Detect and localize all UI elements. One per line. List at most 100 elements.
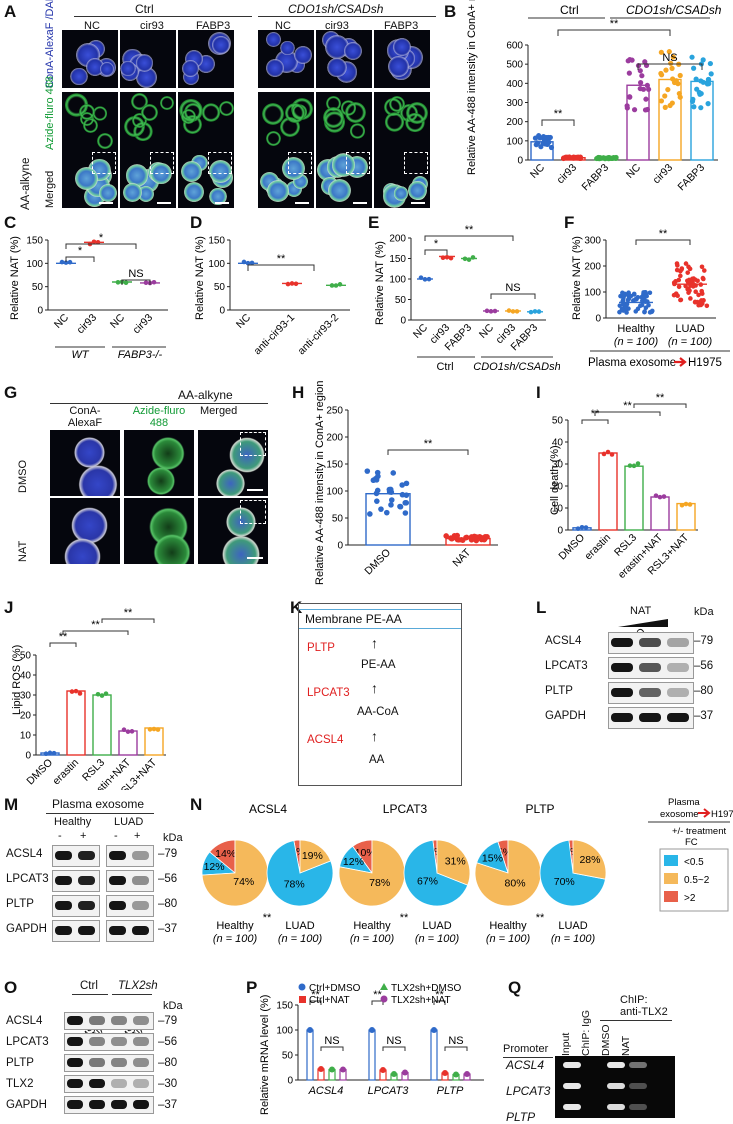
x-tick-label: anti-cir93-2: [295, 312, 341, 358]
bar: [676, 502, 696, 531]
data-point: [426, 276, 432, 282]
data-point: [671, 79, 678, 86]
data-point: [631, 292, 637, 297]
target-label: H1975: [688, 357, 722, 369]
blot-band: [611, 688, 633, 697]
data-point: [318, 1066, 324, 1072]
data-point: [391, 1071, 397, 1077]
pie-category: LUAD: [285, 920, 314, 932]
data-point: [692, 277, 698, 282]
sig-label: *: [78, 245, 83, 257]
y-tick-label: 0: [287, 1076, 293, 1087]
data-point: [665, 86, 671, 93]
blot-strip: [52, 845, 100, 867]
blot-row-label: GAPDH: [6, 1099, 47, 1111]
y-tick-label: 150: [389, 254, 406, 265]
blot-band: [611, 713, 633, 722]
data-point: [693, 76, 699, 82]
panel-b-letter: B: [444, 2, 457, 21]
blot-band: [67, 1037, 83, 1046]
pie-label: 12%: [204, 861, 225, 873]
data-point: [639, 73, 645, 79]
bar: [624, 465, 644, 531]
blot-band: [639, 713, 661, 722]
blot-band: [67, 1016, 83, 1025]
sig-bracket: [65, 256, 95, 262]
scale-bar: [353, 202, 367, 204]
gel-lane-label: NAT: [620, 1035, 632, 1056]
data-point: [565, 154, 571, 161]
panel-k-enzyme: ACSL4: [307, 734, 344, 746]
sig-label: NS: [448, 1035, 463, 1047]
data-point: [642, 290, 648, 295]
sig-label: **: [400, 912, 409, 924]
blot-band: [111, 1100, 127, 1109]
data-point: [626, 70, 632, 76]
data-point: [625, 297, 631, 303]
data-point: [688, 296, 693, 301]
pie-slice: [474, 839, 542, 907]
blot-band: [55, 876, 72, 885]
data-point: [627, 463, 633, 468]
micrograph-image: [316, 92, 372, 150]
data-point: [333, 283, 339, 288]
y-tick-label: 300: [584, 236, 601, 247]
micrograph-image: [258, 150, 314, 208]
y-tick-label: 10: [20, 731, 32, 742]
micrograph-image: [316, 30, 372, 88]
legend-marker: [380, 983, 388, 990]
sig-bracket: [594, 411, 661, 416]
data-point: [285, 281, 291, 287]
data-point: [506, 308, 512, 313]
sig-label: **: [465, 224, 474, 236]
blot-band: [133, 1058, 149, 1067]
data-point: [388, 502, 394, 508]
sig-bracket: [541, 119, 575, 126]
blot-strip: [106, 920, 154, 942]
y-tick-label: 100: [208, 259, 225, 270]
data-point: [624, 301, 630, 307]
data-point: [708, 71, 714, 77]
data-point: [649, 308, 655, 314]
data-point: [700, 275, 706, 281]
gel-lane-label: Input: [560, 1032, 572, 1056]
panel-a-row-label: Merged: [44, 170, 56, 208]
blot-row-label: LPCAT3: [6, 1036, 49, 1048]
pie-label: 14%: [215, 848, 236, 860]
panel-i-ylabel: Cell death (%): [549, 445, 561, 515]
data-point: [629, 57, 635, 63]
sig-label: **: [659, 228, 668, 240]
data-point: [532, 135, 539, 141]
sig-bracket: [101, 618, 155, 623]
data-point: [492, 308, 498, 314]
micrograph-image: [374, 30, 430, 88]
blot-band: [133, 1037, 149, 1046]
blot-band: [111, 1058, 127, 1067]
panel-q-letter: Q: [508, 978, 522, 997]
scale-bar: [295, 202, 309, 204]
panel-g-row-label: NAT: [17, 540, 29, 562]
pie-n: (n = 100): [486, 933, 531, 945]
panel-a-group-ctrl: Ctrl: [135, 2, 154, 16]
sig-label: **: [656, 392, 665, 404]
data-point: [674, 267, 680, 273]
data-point: [418, 275, 424, 280]
blot-strip: [64, 1033, 154, 1051]
data-point: [643, 96, 649, 102]
blot-band: [133, 1079, 149, 1088]
bar: [658, 78, 682, 161]
panel-k-substrate: AA: [369, 754, 385, 766]
data-point: [307, 1027, 313, 1033]
panel-a-col-label: FABP3: [196, 20, 231, 32]
data-point: [579, 524, 585, 530]
sig-bracket: [49, 642, 77, 647]
pie-slice: [436, 839, 471, 886]
pie-n: (n = 100): [551, 933, 596, 945]
blot-band: [111, 1037, 127, 1046]
y-tick-label: 150: [26, 236, 43, 247]
bar: [626, 84, 650, 161]
blot-row-label: GAPDH: [6, 923, 47, 935]
data-point: [129, 729, 135, 734]
group-label: FABP3-/-: [118, 349, 163, 360]
panel-k-enzyme: LPCAT3: [307, 687, 350, 699]
